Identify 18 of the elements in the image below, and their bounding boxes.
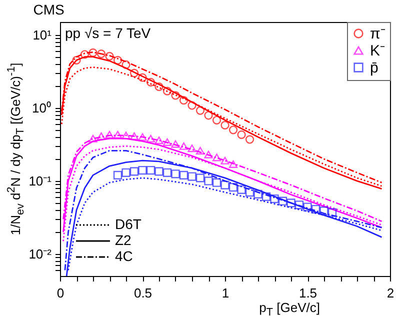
legend-label: p̄: [370, 60, 378, 76]
x-axis-title: p$_{T}$ [GeV/c]: [259, 300, 320, 319]
legend-label: π⁻: [370, 26, 386, 42]
x-tick-label: 0: [56, 286, 64, 300]
x-tick-label: 2: [386, 286, 394, 300]
y-tick-label: 10¹: [32, 27, 52, 42]
annotation: D6T: [115, 216, 142, 232]
legend-label: K⁻: [370, 42, 386, 60]
x-tick-label: 0.5: [134, 286, 152, 300]
x-tick-label: 1.5: [298, 286, 318, 300]
annotation: Z2: [115, 232, 132, 248]
annotation: pp √s = 7 TeV: [65, 25, 151, 41]
y-tick-label: 10⁻¹: [28, 173, 52, 188]
x-tick-label: 1: [222, 286, 230, 300]
y-tick-label: 10⁰: [32, 100, 52, 116]
y-tick-label: 10⁻²: [28, 246, 52, 262]
chart-title: CMS: [33, 2, 64, 18]
annotation: 4C: [115, 248, 133, 264]
